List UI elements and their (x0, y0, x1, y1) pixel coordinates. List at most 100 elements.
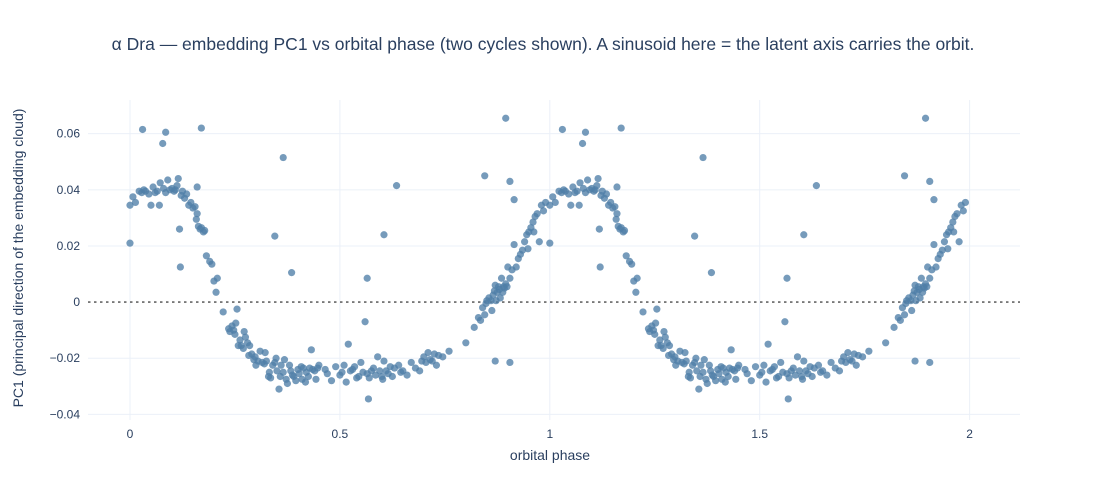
data-point (524, 245, 532, 253)
data-point (651, 319, 660, 327)
data-point (578, 139, 587, 148)
y-tick-label: 0 (73, 295, 80, 309)
data-point (583, 176, 592, 184)
data-point (236, 336, 244, 344)
data-point (275, 385, 283, 393)
data-point (315, 361, 323, 369)
data-point (497, 274, 506, 282)
data-point (126, 201, 134, 209)
data-point (611, 203, 619, 211)
data-point (279, 153, 287, 162)
data-point (510, 196, 518, 204)
data-point (491, 357, 499, 365)
data-point (506, 274, 514, 282)
data-point (481, 172, 489, 180)
x-tick-label: 2 (966, 427, 973, 441)
data-point (681, 349, 689, 357)
data-point (364, 395, 373, 403)
data-point (546, 239, 554, 247)
data-point (240, 327, 248, 336)
data-point (231, 330, 239, 338)
data-point (174, 174, 182, 183)
data-point (271, 232, 279, 240)
data-point (789, 364, 797, 372)
data-point (126, 239, 134, 247)
data-point (156, 179, 164, 187)
data-point (959, 207, 967, 215)
data-point (506, 358, 514, 367)
data-point (327, 377, 336, 385)
data-point (593, 182, 601, 190)
data-point (201, 226, 209, 235)
data-point (219, 308, 227, 316)
data-point (432, 361, 441, 369)
data-point (682, 357, 690, 365)
data-point (488, 306, 496, 315)
data-point (392, 182, 401, 190)
data-point (852, 361, 860, 369)
data-point (639, 308, 647, 316)
y-axis-label: PC1 (principal direction of the embeddin… (10, 109, 26, 408)
data-point (622, 252, 630, 260)
data-point (575, 201, 583, 209)
data-point (721, 378, 729, 386)
chart-title: α Dra — embedding PC1 vs orbital phase (… (112, 34, 975, 54)
data-point (380, 357, 388, 365)
data-point (539, 207, 548, 215)
data-point (747, 377, 755, 385)
data-point (762, 378, 770, 386)
data-point (703, 379, 711, 388)
data-point (576, 179, 584, 187)
data-point (651, 330, 659, 338)
data-point (558, 125, 566, 134)
data-point (808, 372, 816, 381)
x-axis-label: orbital phase (510, 447, 590, 463)
data-point (388, 372, 396, 381)
data-point (865, 347, 873, 355)
x-tick-label: 1.5 (751, 427, 768, 441)
data-point (233, 305, 241, 313)
data-point (827, 358, 835, 367)
y-gridlines (88, 133, 1020, 415)
data-point (280, 356, 289, 364)
data-point (760, 361, 768, 369)
data-point (551, 198, 559, 207)
data-point (487, 297, 495, 305)
y-tick-label: −0.02 (50, 351, 81, 365)
data-point (632, 288, 640, 296)
data-point (926, 177, 934, 186)
data-point (164, 176, 172, 184)
data-point (581, 128, 590, 136)
data-point (380, 231, 388, 239)
data-point (239, 344, 247, 353)
data-point (365, 374, 373, 382)
data-point (265, 368, 273, 376)
data-point (685, 368, 693, 376)
data-point (732, 375, 740, 383)
data-point (567, 201, 575, 209)
data-point (944, 245, 952, 253)
x-gridlines (129, 100, 971, 420)
data-point (424, 349, 432, 357)
data-point (323, 370, 331, 378)
data-point (462, 339, 470, 347)
data-point (628, 260, 636, 268)
data-point (407, 358, 415, 367)
data-point (633, 274, 641, 282)
data-point (653, 305, 661, 313)
data-point (735, 361, 743, 369)
data-point (700, 356, 708, 364)
data-point (403, 371, 411, 379)
data-point (147, 201, 155, 209)
data-point (858, 353, 867, 361)
data-point (307, 346, 315, 354)
data-point (921, 114, 930, 122)
data-point (770, 363, 779, 371)
data-point (800, 357, 808, 365)
data-point (613, 183, 621, 191)
data-point (193, 210, 201, 218)
y-tick-label: 0.06 (57, 127, 81, 141)
data-point (656, 336, 664, 344)
